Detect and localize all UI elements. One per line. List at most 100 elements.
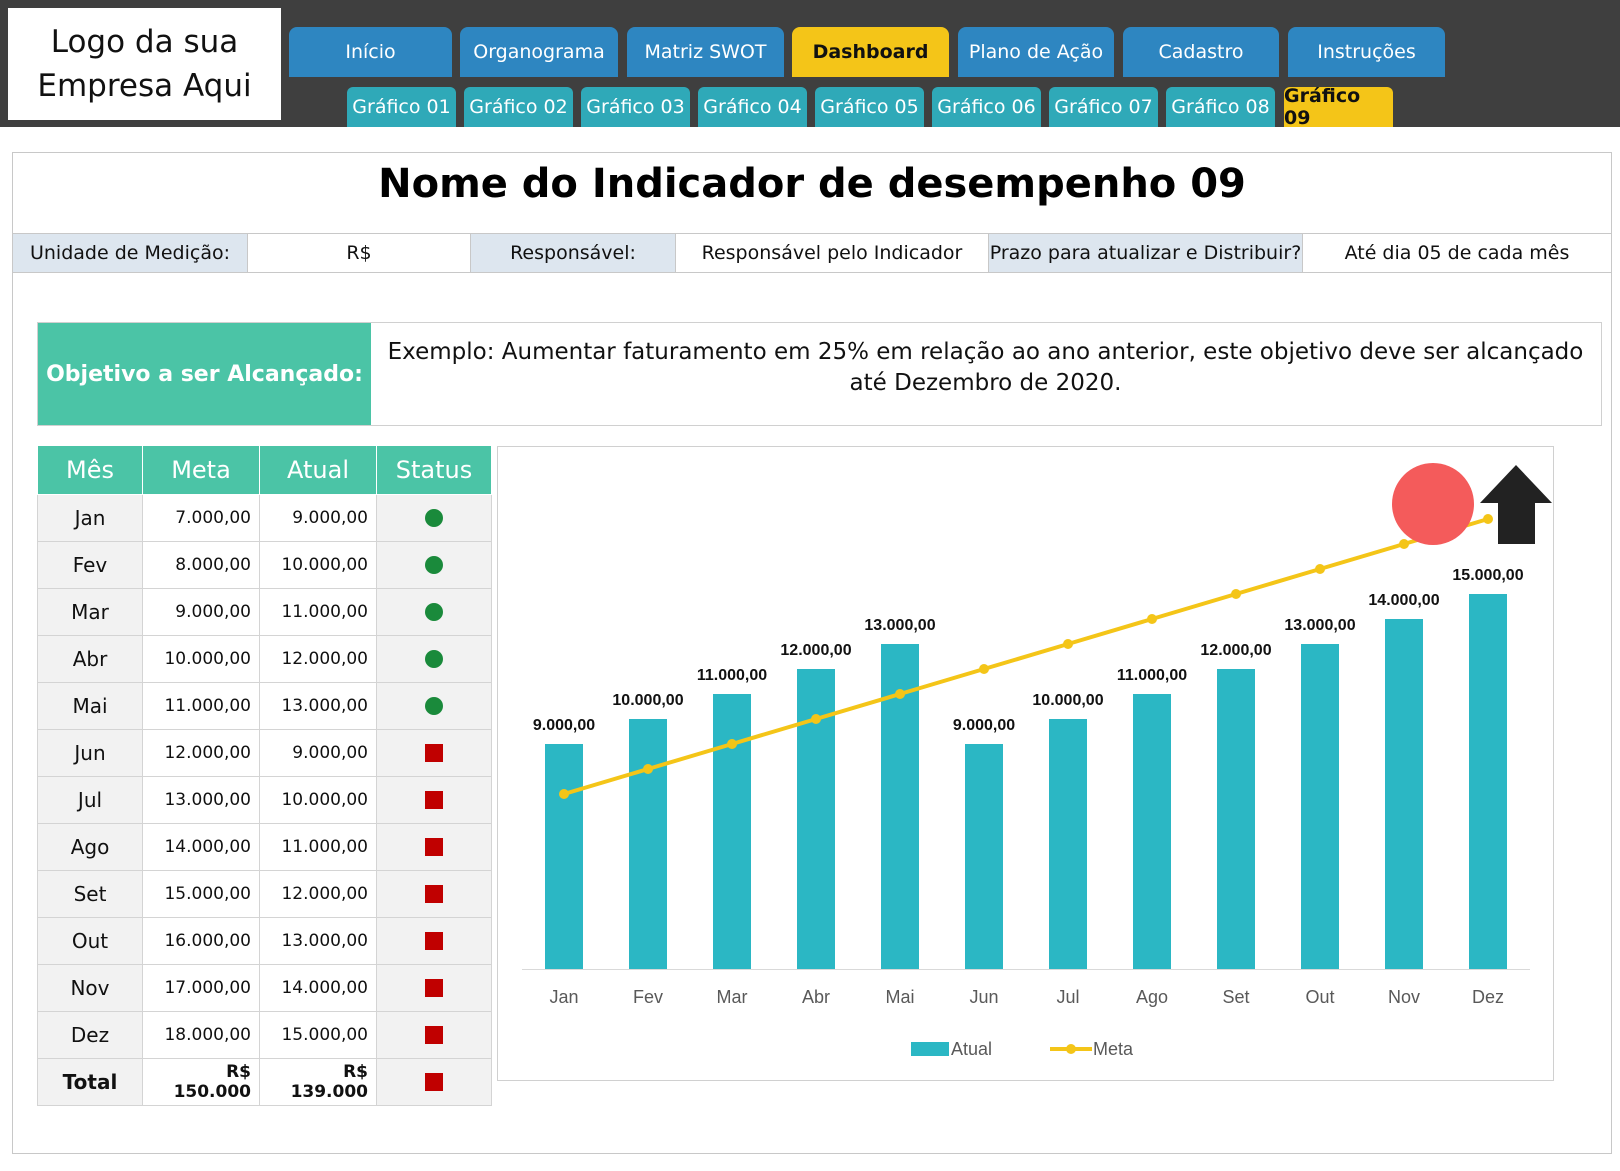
cell-mes: Jan (37, 494, 143, 542)
table-row: Mar 9.000,00 11.000,00 (37, 588, 492, 636)
x-tick-label: Set (1222, 987, 1249, 1007)
cell-atual: 14.000,00 (259, 964, 377, 1012)
logo-line-2: Empresa Aqui (37, 68, 252, 104)
cell-mes: Dez (37, 1011, 143, 1059)
cell-atual: 10.000,00 (259, 541, 377, 589)
subtab-grafico-04[interactable]: Gráfico 04 (698, 87, 807, 127)
cell-mes: Total (37, 1058, 143, 1106)
cell-meta: 8.000,00 (142, 541, 260, 589)
cell-atual: 13.000,00 (259, 682, 377, 730)
x-tick-label: Dez (1472, 987, 1504, 1007)
x-tick-label: Out (1305, 987, 1334, 1007)
status-red-square-icon (425, 1026, 443, 1044)
objective-text: Exemplo: Aumentar faturamento em 25% em … (387, 339, 1584, 396)
status-green-circle-icon (425, 650, 443, 668)
status-red-square-icon (425, 979, 443, 997)
meta-point (643, 764, 653, 774)
subtab-grafico-08[interactable]: Gráfico 08 (1166, 87, 1275, 127)
x-tick-label: Ago (1136, 987, 1168, 1007)
table-row: Mai 11.000,00 13.000,00 (37, 682, 492, 730)
unit-label: Unidade de Medição: (13, 234, 248, 272)
cell-status (376, 541, 492, 589)
cell-mes: Jun (37, 729, 143, 777)
x-tick-label: Jul (1056, 987, 1079, 1007)
data-label: 11.000,00 (697, 667, 767, 684)
status-red-square-icon (425, 1073, 443, 1091)
bar-atual-fev (629, 719, 667, 969)
data-label: 14.000,00 (1368, 592, 1439, 609)
cell-status (376, 1011, 492, 1059)
cell-mes: Mai (37, 682, 143, 730)
cell-atual: 15.000,00 (259, 1011, 377, 1059)
cell-mes: Abr (37, 635, 143, 683)
cell-status (376, 964, 492, 1012)
header-status: Status (376, 445, 492, 495)
subtab-grafico-09[interactable]: Gráfico 09 (1284, 85, 1393, 129)
unit-value: R$ (248, 234, 471, 272)
cell-mes: Fev (37, 541, 143, 589)
cell-meta: 10.000,00 (142, 635, 260, 683)
logo-line-1: Logo da sua (50, 24, 239, 60)
status-red-square-icon (425, 838, 443, 856)
tab-inicio[interactable]: Início (289, 27, 452, 77)
header-meta: Meta (142, 445, 260, 495)
cell-meta: 15.000,00 (142, 870, 260, 918)
x-tick-label: Mar (717, 987, 748, 1007)
indicator-info-row: Unidade de Medição: R$ Responsável: Resp… (13, 233, 1611, 273)
data-label: 11.000,00 (1117, 667, 1187, 684)
table-row: Abr 10.000,00 12.000,00 (37, 635, 492, 683)
deadline-value: Até dia 05 de cada mês (1344, 242, 1570, 264)
bar-line-chart: 9.000,00 Jan 10.000,00 Fev 11.000,00 Mar 12.00… (522, 463, 1552, 1059)
data-label: 12.000,00 (1200, 642, 1271, 659)
status-red-square-icon (425, 744, 443, 762)
subtab-grafico-03[interactable]: Gráfico 03 (581, 87, 690, 127)
tab-dashboard[interactable]: Dashboard (792, 27, 949, 77)
meta-point (979, 664, 989, 674)
bar-atual-mar (713, 694, 751, 969)
objective-label: Objetivo a ser Alcançado: (38, 323, 371, 425)
cell-atual: 10.000,00 (259, 776, 377, 824)
table-row: Out 16.000,00 13.000,00 (37, 917, 492, 965)
legend-atual-swatch (911, 1042, 949, 1056)
status-green-circle-icon (425, 603, 443, 621)
bar-atual-jun (965, 744, 1003, 969)
status-circle (1392, 463, 1474, 545)
monthly-table: Mês Meta Atual Status Jan 7.000,00 9.000,0… (37, 445, 492, 1106)
status-red-square-icon (425, 885, 443, 903)
cell-atual: 13.000,00 (259, 917, 377, 965)
cell-atual: 11.000,00 (259, 588, 377, 636)
company-logo-placeholder: Logo da sua Empresa Aqui (8, 8, 281, 120)
subtab-grafico-01[interactable]: Gráfico 01 (347, 87, 456, 127)
tab-cadastro[interactable]: Cadastro (1123, 27, 1279, 77)
table-header-row: Mês Meta Atual Status (37, 445, 492, 495)
cell-status (376, 776, 492, 824)
cell-mes: Nov (37, 964, 143, 1012)
table-row: Set 15.000,00 12.000,00 (37, 870, 492, 918)
meta-point (727, 739, 737, 749)
table-row: Jul 13.000,00 10.000,00 (37, 776, 492, 824)
subtab-grafico-07[interactable]: Gráfico 07 (1049, 87, 1158, 127)
legend-meta-label: Meta (1093, 1039, 1134, 1059)
top-navigation-bar: Logo da sua Empresa Aqui Início Organogr… (0, 0, 1620, 129)
cell-atual: R$ 139.000 (259, 1058, 377, 1106)
meta-point (811, 714, 821, 724)
subtab-grafico-02[interactable]: Gráfico 02 (464, 87, 573, 127)
tab-organograma[interactable]: Organograma (460, 27, 618, 77)
status-green-circle-icon (425, 509, 443, 527)
status-red-square-icon (425, 791, 443, 809)
tab-instrucoes[interactable]: Instruções (1288, 27, 1445, 77)
tab-plano-de-acao[interactable]: Plano de Ação (958, 27, 1114, 77)
x-tick-label: Mai (885, 987, 914, 1007)
cell-atual: 9.000,00 (259, 494, 377, 542)
legend-atual-label: Atual (951, 1039, 992, 1059)
cell-meta: 13.000,00 (142, 776, 260, 824)
cell-mes: Jul (37, 776, 143, 824)
x-tick-label: Jan (549, 987, 578, 1007)
cell-status (376, 870, 492, 918)
cell-mes: Out (37, 917, 143, 965)
tab-matriz-swot[interactable]: Matriz SWOT (627, 27, 784, 77)
cell-meta: 7.000,00 (142, 494, 260, 542)
subtab-grafico-05[interactable]: Gráfico 05 (815, 87, 924, 127)
deadline-label: Prazo para atualizar e Distribuir? (989, 234, 1303, 272)
subtab-grafico-06[interactable]: Gráfico 06 (932, 87, 1041, 127)
